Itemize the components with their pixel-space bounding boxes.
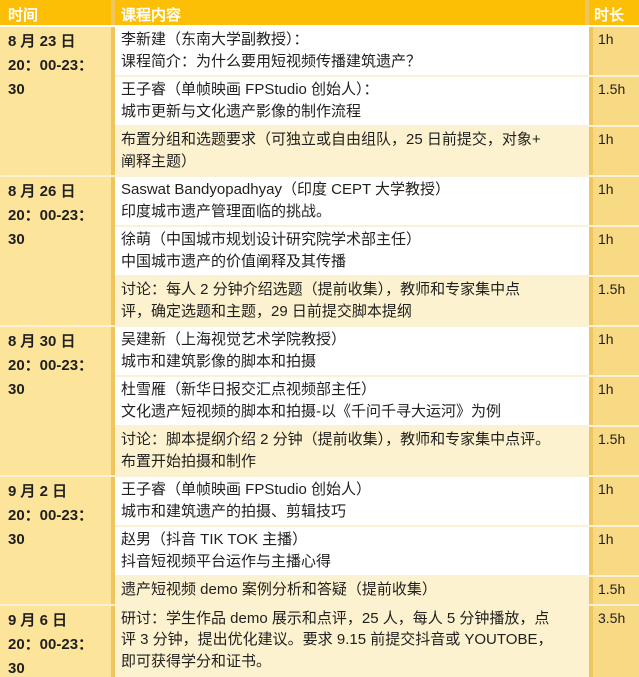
session-duration-cell: 1.5h <box>589 577 639 604</box>
session-content-cell: 王子睿（单帧映画 FPStudio 创始人） 城市和建筑遗产的拍摄、剪辑技巧 <box>115 477 589 525</box>
column-header-time: 时间 <box>0 0 115 25</box>
session-content-cell: 吴建新（上海视觉艺术学院教授） 城市和建筑影像的脚本和拍摄 <box>115 327 589 375</box>
date-label: 8 月 26 日 <box>8 183 76 200</box>
session-duration-cell: 1h <box>589 327 639 375</box>
session-list: 王子睿（单帧映画 FPStudio 创始人） 城市和建筑遗产的拍摄、剪辑技巧 1h 赵… <box>115 477 639 604</box>
schedule-group: 9 月 2 日 20：00-23：30 王子睿（单帧映画 FPStudio 创始人）… <box>0 475 639 604</box>
schedule-group: 9 月 6 日 20：00-23：30 研讨：学生作品 demo 展示和点评，25 … <box>0 603 639 677</box>
time-range-label: 20：00-23：30 <box>8 207 94 248</box>
session-content-cell: 遗产短视频 demo 案例分析和答疑（提前收集） <box>115 577 589 604</box>
session-content-line: 城市更新与文化遗产影像的制作流程 <box>121 102 362 120</box>
session-content-line: 研讨：学生作品 demo 展示和点评，25 人，每人 5 分钟播放，点 <box>121 609 550 627</box>
session-row: 讨论：脚本提纲介绍 2 分钟（提前收集），教师和专家集中点评。 布置开始拍摄和制作… <box>115 425 639 475</box>
session-content-cell: 研讨：学生作品 demo 展示和点评，25 人，每人 5 分钟播放，点评 3 分… <box>115 605 589 677</box>
schedule-group: 8 月 30 日 20：00-23：30 吴建新（上海视觉艺术学院教授） 城市和建筑影… <box>0 325 639 475</box>
session-content-line: 阐释主题） <box>121 152 197 170</box>
session-content-line: 评，确定选题和主题，29 日前提交脚本提纲 <box>121 302 412 320</box>
session-content-line: 抖音短视频平台运作与主播心得 <box>121 552 332 570</box>
session-content-line: 王子睿（单帧映画 FPStudio 创始人） <box>121 481 372 498</box>
session-content-line: 王子睿（单帧映画 FPStudio 创始人）： <box>121 81 379 98</box>
session-content-line: 印度城市遗产管理面临的挑战。 <box>121 202 332 220</box>
session-content-line: 评 3 分钟，提出优化建议。要求 9.15 前提交抖音或 YOUTOBE， <box>121 631 553 648</box>
session-row: 研讨：学生作品 demo 展示和点评，25 人，每人 5 分钟播放，点评 3 分… <box>115 605 639 677</box>
session-row: 杜雪雁（新华日报交汇点视频部主任） 文化遗产短视频的脚本和拍摄-以《千问千寻大运河… <box>115 375 639 425</box>
session-duration-cell: 3.5h <box>589 605 639 677</box>
date-label: 9 月 6 日 <box>8 611 68 629</box>
session-duration-cell: 1h <box>589 477 639 525</box>
session-content-line: 布置分组和选题要求（可独立或自由组队，25 日前提交，对象+ <box>121 131 541 148</box>
session-content-cell: Saswat Bandyopadhyay（印度 CEPT 大学教授） 印度城市遗产… <box>115 177 589 225</box>
session-content-line: 讨论：每人 2 分钟介绍选题（提前收集），教师和专家集中点 <box>121 281 521 298</box>
session-content-line: 杜雪雁（新华日报交汇点视频部主任） <box>121 381 377 398</box>
session-content-cell: 赵男（抖音 TIK TOK 主播） 抖音短视频平台运作与主播心得 <box>115 527 589 575</box>
column-header-content: 课程内容 <box>115 0 589 25</box>
date-label: 8 月 23 日 <box>8 33 76 50</box>
session-duration-cell: 1h <box>589 377 639 425</box>
session-content-line: 遗产短视频 demo 案例分析和答疑（提前收集） <box>121 581 437 598</box>
session-duration-cell: 1.5h <box>589 277 639 325</box>
session-duration-cell: 1h <box>589 127 639 175</box>
time-range-label: 20：00-23：30 <box>8 635 94 677</box>
session-duration-cell: 1h <box>589 177 639 225</box>
session-row: Saswat Bandyopadhyay（印度 CEPT 大学教授） 印度城市遗产… <box>115 177 639 225</box>
date-time-cell: 8 月 23 日 20：00-23：30 <box>0 27 115 175</box>
session-content-line: 赵男（抖音 TIK TOK 主播） <box>121 531 308 548</box>
session-content-line: Saswat Bandyopadhyay（印度 CEPT 大学教授） <box>121 181 451 198</box>
session-duration-cell: 1.5h <box>589 77 639 125</box>
session-content-cell: 杜雪雁（新华日报交汇点视频部主任） 文化遗产短视频的脚本和拍摄-以《千问千寻大运河… <box>115 377 589 425</box>
date-time-cell: 8 月 30 日 20：00-23：30 <box>0 327 115 475</box>
session-content-line: 李新建（东南大学副教授）： <box>121 31 309 48</box>
session-content-cell: 王子睿（单帧映画 FPStudio 创始人）： 城市更新与文化遗产影像的制作流程 <box>115 77 589 125</box>
session-content-cell: 布置分组和选题要求（可独立或自由组队，25 日前提交，对象+ 阐释主题） <box>115 127 589 175</box>
column-header-duration: 时长 <box>594 7 625 24</box>
session-content-line: 文化遗产短视频的脚本和拍摄-以《千问千寻大运河》为例 <box>121 402 501 420</box>
session-content-line: 课程简介：为什么要用短视频传播建筑遗产？ <box>121 52 422 70</box>
session-content-cell: 讨论：每人 2 分钟介绍选题（提前收集），教师和专家集中点 评，确定选题和主题，2… <box>115 277 589 325</box>
session-content-line: 城市和建筑遗产的拍摄、剪辑技巧 <box>121 502 347 520</box>
session-content-line: 徐萌（中国城市规划设计研究院学术部主任） <box>121 231 422 248</box>
session-row: 遗产短视频 demo 案例分析和答疑（提前收集） 1.5h <box>115 575 639 604</box>
session-list: 研讨：学生作品 demo 展示和点评，25 人，每人 5 分钟播放，点评 3 分… <box>115 605 639 677</box>
time-range-label: 20：00-23：30 <box>8 507 94 548</box>
schedule-group: 8 月 23 日 20：00-23：30 李新建（东南大学副教授）： 课程简介：为什么… <box>0 27 639 175</box>
session-row: 讨论：每人 2 分钟介绍选题（提前收集），教师和专家集中点 评，确定选题和主题，2… <box>115 275 639 325</box>
session-content-cell: 讨论：脚本提纲介绍 2 分钟（提前收集），教师和专家集中点评。 布置开始拍摄和制作 <box>115 427 589 475</box>
session-content-cell: 徐萌（中国城市规划设计研究院学术部主任） 中国城市遗产的价值阐释及其传播 <box>115 227 589 275</box>
session-row: 李新建（东南大学副教授）： 课程简介：为什么要用短视频传播建筑遗产？ 1h <box>115 27 639 75</box>
session-duration-cell: 1.5h <box>589 427 639 475</box>
session-list: 吴建新（上海视觉艺术学院教授） 城市和建筑影像的脚本和拍摄 1h 杜雪雁（新华日报交汇… <box>115 327 639 475</box>
session-duration-cell: 1h <box>589 527 639 575</box>
time-range-label: 20：00-23：30 <box>8 57 94 98</box>
session-list: 李新建（东南大学副教授）： 课程简介：为什么要用短视频传播建筑遗产？ 1h 王子睿（单… <box>115 27 639 175</box>
session-row: 徐萌（中国城市规划设计研究院学术部主任） 中国城市遗产的价值阐释及其传播 1h <box>115 225 639 275</box>
date-time-cell: 8 月 26 日 20：00-23：30 <box>0 177 115 325</box>
date-label: 9 月 2 日 <box>8 483 68 500</box>
session-content-line: 城市和建筑影像的脚本和拍摄 <box>121 352 317 370</box>
time-range-label: 20：00-23：30 <box>8 357 94 398</box>
session-list: Saswat Bandyopadhyay（印度 CEPT 大学教授） 印度城市遗产… <box>115 177 639 325</box>
date-label: 8 月 30 日 <box>8 333 76 350</box>
session-row: 吴建新（上海视觉艺术学院教授） 城市和建筑影像的脚本和拍摄 1h <box>115 327 639 375</box>
session-content-line: 吴建新（上海视觉艺术学院教授） <box>121 331 347 348</box>
table-header-row: 时间 课程内容 时长 <box>0 0 639 27</box>
schedule-body: 8 月 23 日 20：00-23：30 李新建（东南大学副教授）： 课程简介：为什么… <box>0 27 639 677</box>
session-row: 布置分组和选题要求（可独立或自由组队，25 日前提交，对象+ 阐释主题） 1h <box>115 125 639 175</box>
session-row: 王子睿（单帧映画 FPStudio 创始人）： 城市更新与文化遗产影像的制作流程 1… <box>115 75 639 125</box>
session-content-line: 中国城市遗产的价值阐释及其传播 <box>121 252 347 270</box>
session-content-cell: 李新建（东南大学副教授）： 课程简介：为什么要用短视频传播建筑遗产？ <box>115 27 589 75</box>
session-row: 赵男（抖音 TIK TOK 主播） 抖音短视频平台运作与主播心得 1h <box>115 525 639 575</box>
schedule-group: 8 月 26 日 20：00-23：30 Saswat Bandyopadhyay（… <box>0 175 639 325</box>
session-content-line: 即可获得学分和证书。 <box>121 652 272 670</box>
session-content-line: 讨论：脚本提纲介绍 2 分钟（提前收集），教师和专家集中点评。 <box>121 431 551 448</box>
date-time-cell: 9 月 2 日 20：00-23：30 <box>0 477 115 604</box>
session-duration-cell: 1h <box>589 27 639 75</box>
session-duration-cell: 1h <box>589 227 639 275</box>
session-content-line: 布置开始拍摄和制作 <box>121 452 257 470</box>
date-time-cell: 9 月 6 日 20：00-23：30 <box>0 605 115 677</box>
session-row: 王子睿（单帧映画 FPStudio 创始人） 城市和建筑遗产的拍摄、剪辑技巧 1h <box>115 477 639 525</box>
